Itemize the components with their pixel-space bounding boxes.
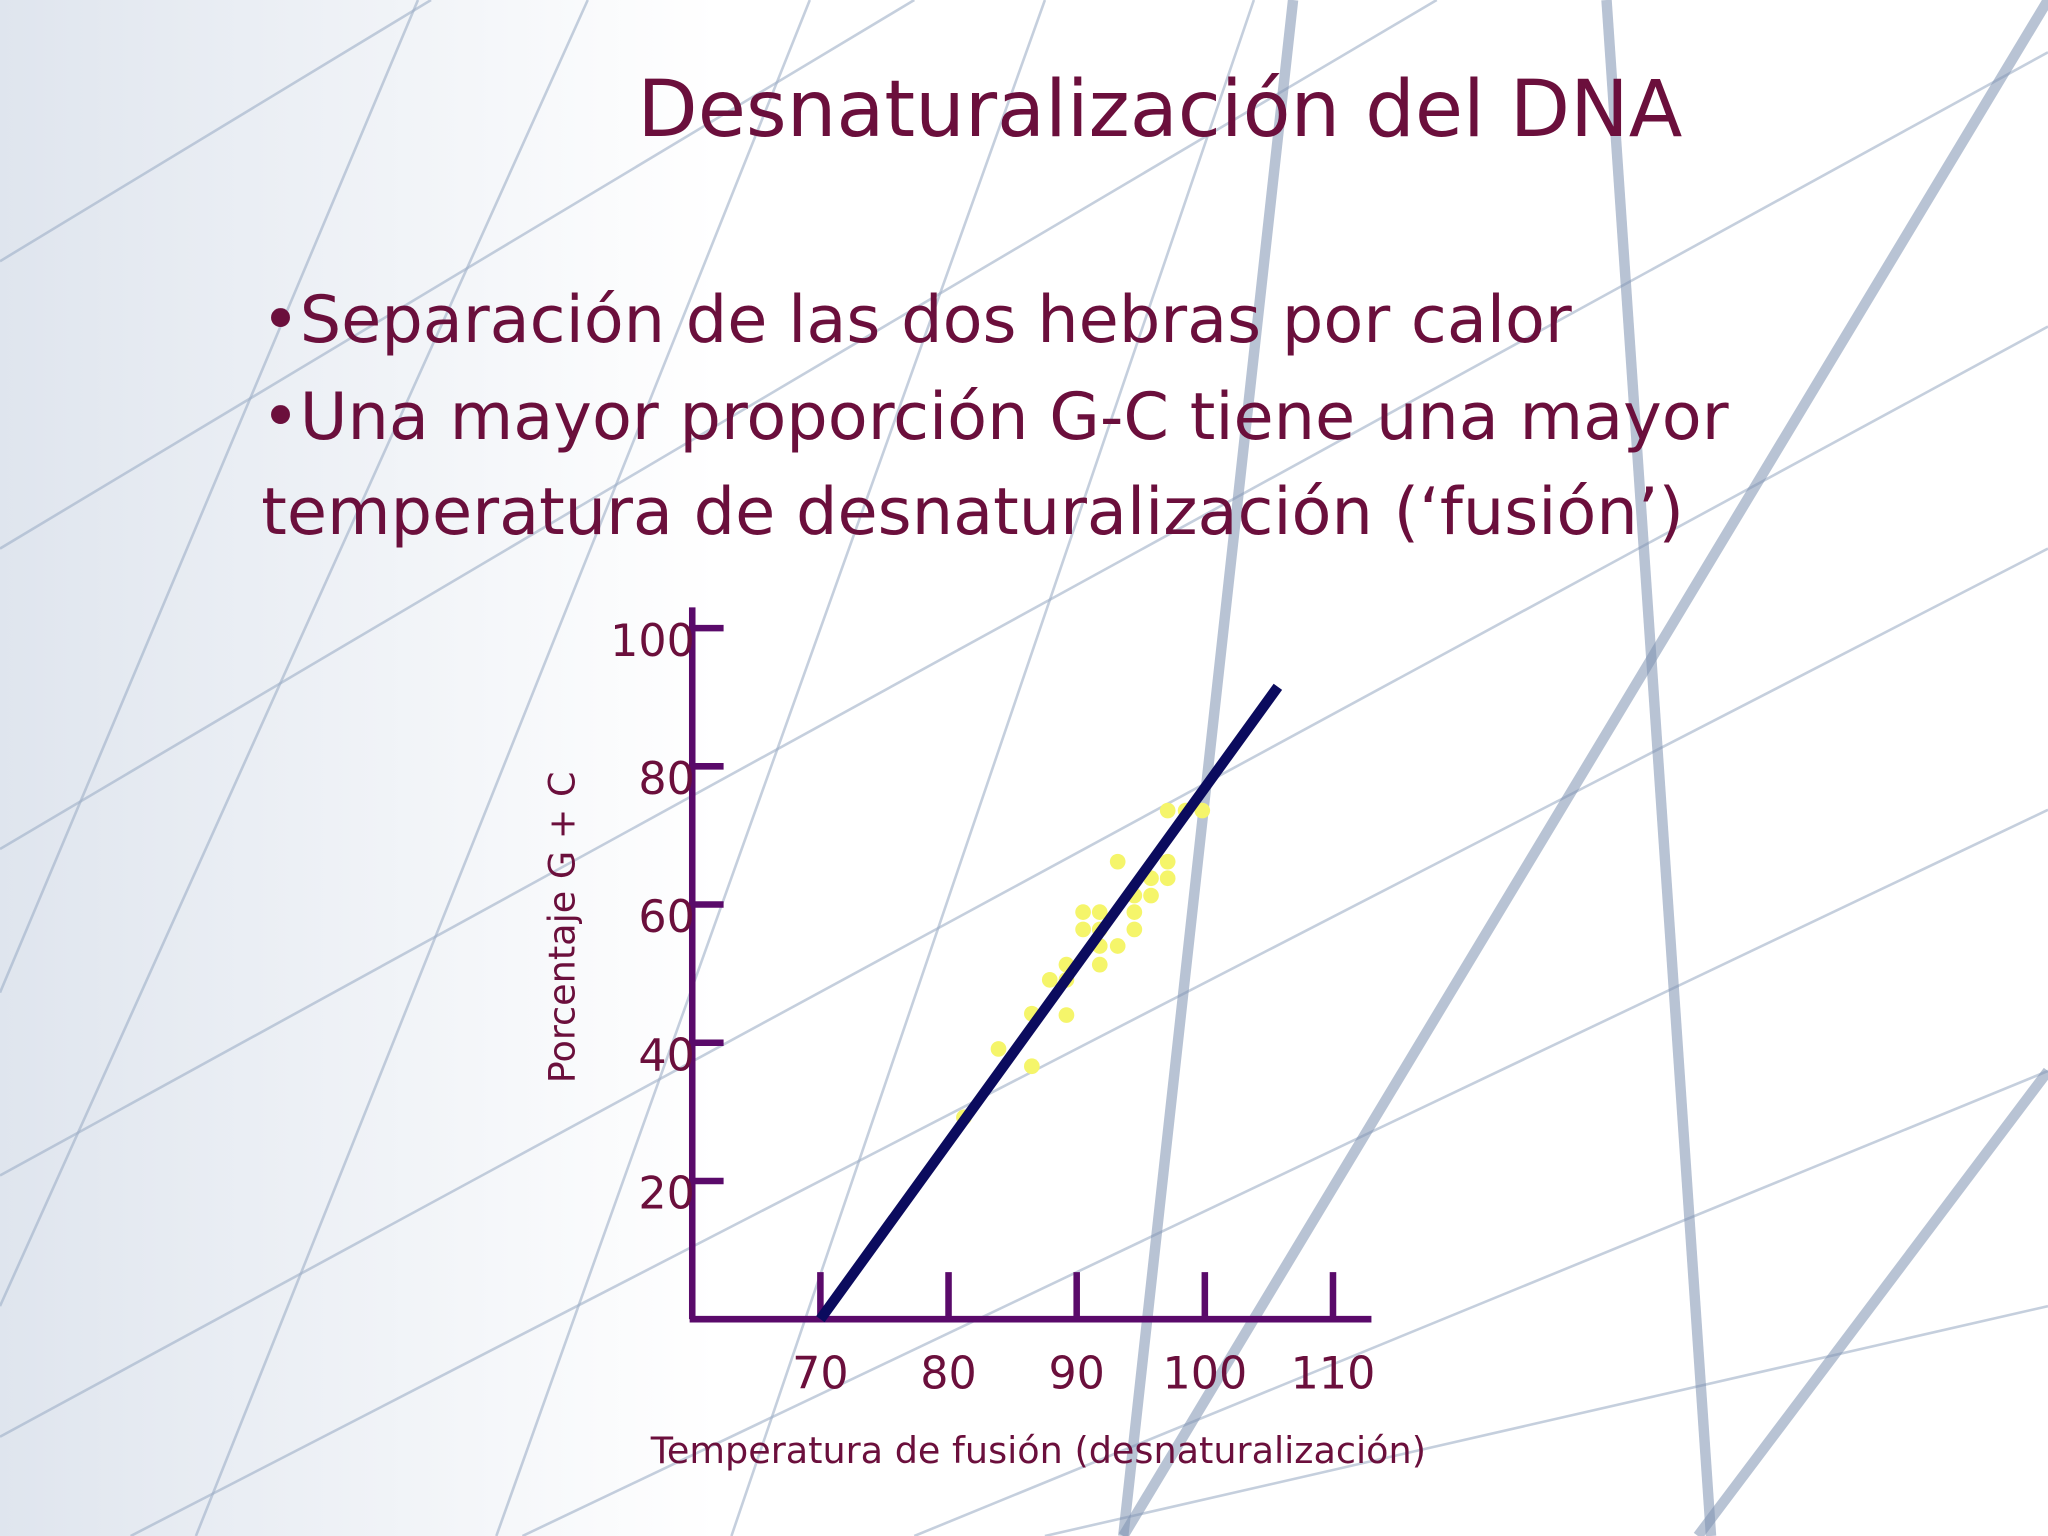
bullet: temperatura de desnaturalización (‘fusió… <box>261 474 1684 550</box>
y-tick-label: 20 <box>638 1169 695 1220</box>
bullet: •Separación de las dos hebras por calor <box>261 282 1572 358</box>
y-tick-label: 40 <box>638 1030 695 1081</box>
point <box>1126 904 1143 920</box>
point <box>1159 802 1176 819</box>
point <box>1159 853 1176 870</box>
y-axis-label: Porcentaje G + C <box>541 771 584 1083</box>
point <box>1194 802 1211 819</box>
y-tick-label: 60 <box>638 892 695 943</box>
x-tick-label: 110 <box>1291 1349 1376 1400</box>
y-tick-label: 100 <box>610 616 695 667</box>
point <box>1024 1058 1040 1075</box>
point <box>1058 1007 1075 1023</box>
bullet: •Una mayor proporción G-C tiene una mayo… <box>261 379 1729 455</box>
x-tick-label: 100 <box>1162 1349 1247 1400</box>
x-axis-label: Temperatura de fusión (desnaturalización… <box>650 1429 1426 1472</box>
fit-line <box>816 683 1283 1323</box>
y-tick-label: 80 <box>638 754 695 805</box>
point <box>1041 972 1058 988</box>
point <box>1126 921 1143 938</box>
x-tick-label: 90 <box>1048 1349 1105 1400</box>
x-tick-label: 80 <box>920 1349 977 1400</box>
x-tick-label: 70 <box>792 1349 849 1400</box>
point <box>1075 921 1091 938</box>
point <box>1075 904 1091 920</box>
title: Desnaturalización del DNA <box>637 64 1682 155</box>
point <box>1109 853 1126 870</box>
point <box>1143 887 1159 904</box>
point <box>1091 956 1108 973</box>
point <box>990 1041 1007 1057</box>
point <box>1091 904 1108 920</box>
point <box>1109 938 1126 954</box>
point <box>1159 870 1176 887</box>
